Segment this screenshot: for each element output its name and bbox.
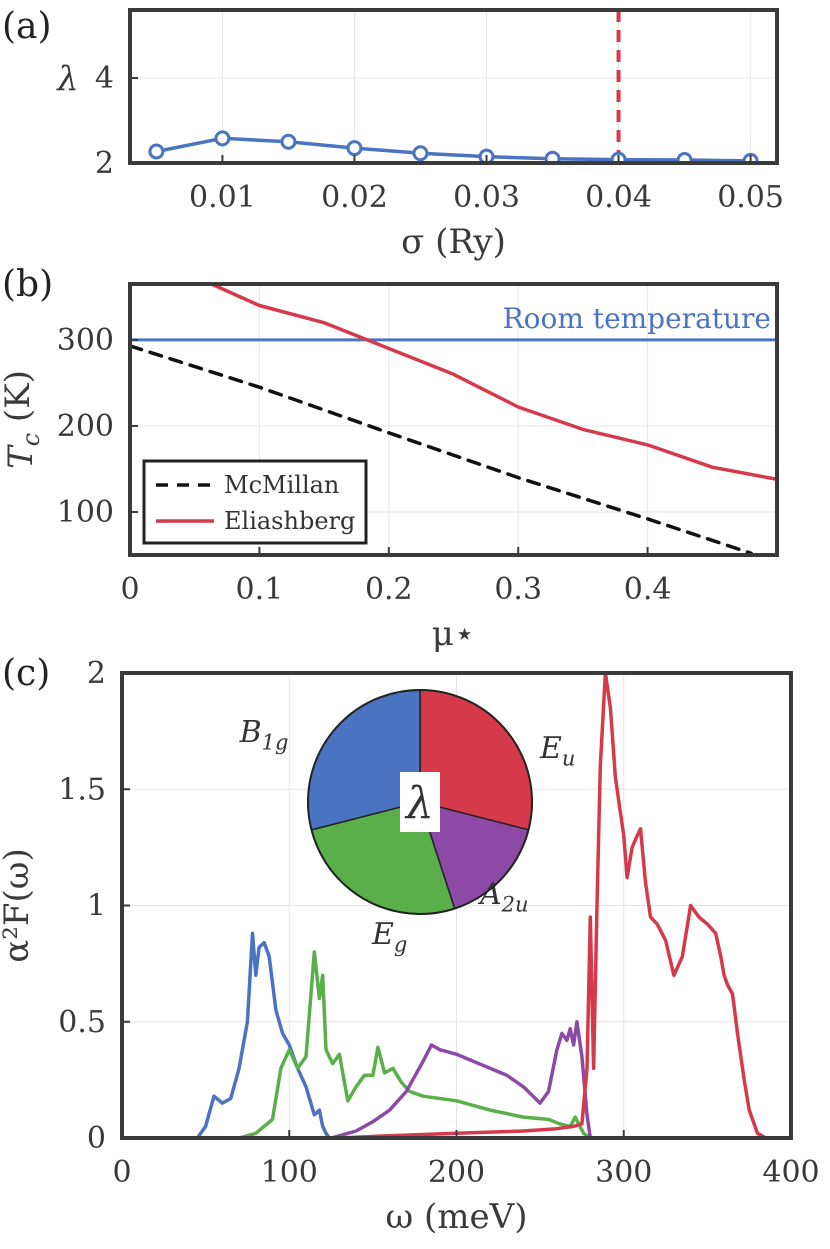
panel-label: (a) xyxy=(2,6,52,47)
panel-label: (c) xyxy=(2,653,50,694)
data-point xyxy=(412,145,429,162)
pie-label: Eu xyxy=(539,731,575,770)
pie-outline xyxy=(307,689,533,915)
pie-label: Eg xyxy=(371,917,407,956)
series-line-3 xyxy=(122,673,791,1138)
y-tick-label: 1 xyxy=(87,889,106,924)
data-point xyxy=(544,150,561,163)
x-tick-label: 0.03 xyxy=(453,180,520,215)
data-point xyxy=(676,152,693,163)
axes-frame xyxy=(128,282,779,557)
pie-center-box xyxy=(400,772,440,832)
y-tick-label: 2 xyxy=(95,146,114,181)
pie-center-label: λ xyxy=(404,778,434,829)
y-axis-label: α²F(ω) xyxy=(0,848,37,962)
y-tick-label: 100 xyxy=(57,495,114,530)
x-tick-label: 0.05 xyxy=(717,180,784,215)
x-tick-label: 0.01 xyxy=(189,180,256,215)
data-point xyxy=(214,130,231,147)
axes-frame xyxy=(128,8,779,165)
y-axis-label: λ xyxy=(55,59,79,99)
x-tick-label: 0.2 xyxy=(365,572,413,607)
x-tick-label: 0.04 xyxy=(585,180,652,215)
y-tick-label: 0.5 xyxy=(58,1005,106,1040)
y-tick-label: 200 xyxy=(57,409,114,444)
x-tick-label: 0.1 xyxy=(236,572,284,607)
x-tick-label: 300 xyxy=(595,1155,652,1190)
series-line-mcmillan xyxy=(130,344,753,555)
legend-box xyxy=(142,459,368,545)
panel-c: 0 100 200 300 400 0 0.5 1 1.5 2 (c) ω (meV) α²F(ω) xyxy=(0,653,820,1237)
x-tick-label: 100 xyxy=(261,1155,318,1190)
x-tick-label: 0.3 xyxy=(494,572,542,607)
room-temperature-label: Room temperature xyxy=(503,302,771,335)
x-tick-label: 0.02 xyxy=(321,180,388,215)
series-line-2 xyxy=(122,1020,791,1138)
x-tick-label: 400 xyxy=(762,1155,819,1190)
data-point xyxy=(148,143,165,160)
y-tick-label: 0 xyxy=(87,1121,106,1156)
x-tick-label: 0.4 xyxy=(624,572,672,607)
series-line-eliashberg xyxy=(209,284,777,482)
x-tick-label: 0 xyxy=(112,1155,131,1190)
y-tick-label: 2 xyxy=(87,656,106,691)
series-line-0 xyxy=(154,136,753,163)
x-tick-label: 0 xyxy=(120,572,139,607)
legend-label-eliashberg: Eliashberg xyxy=(224,507,355,535)
x-axis-label: μ⋆ xyxy=(432,614,475,654)
pie-label: B1g xyxy=(239,715,289,754)
legend-label-mcmillan: McMillan xyxy=(224,471,339,499)
series-line-1 xyxy=(122,950,791,1138)
series-line-0 xyxy=(122,931,791,1138)
data-point xyxy=(280,133,297,150)
panel-b: Room temperature 0 0.1 0.2 0.3 0.4 100 200 300(b… xyxy=(0,264,779,654)
legend: McMillan Eliashberg xyxy=(142,459,368,545)
x-axis-label: σ (Ry) xyxy=(401,222,506,262)
panel-a: 0.01 0.02 0.03 0.04 0.05 2 4 (a) σ (Ry) λ xyxy=(2,6,784,262)
inset-pie: Eu A2u Eg B1g λ xyxy=(239,689,575,956)
x-axis-label: ω (meV) xyxy=(386,1197,528,1237)
plot-area xyxy=(122,673,791,1138)
panel-label: (b) xyxy=(2,264,53,305)
y-axis-label: Tc (K) xyxy=(0,370,45,469)
data-point xyxy=(346,140,363,157)
plot-area xyxy=(130,284,777,555)
y-tick-label: 1.5 xyxy=(58,772,106,807)
x-tick-label: 200 xyxy=(428,1155,485,1190)
y-tick-label: 4 xyxy=(95,61,114,96)
pie-label: A2u xyxy=(477,877,529,916)
plot-area xyxy=(148,130,759,163)
y-tick-label: 300 xyxy=(57,323,114,358)
